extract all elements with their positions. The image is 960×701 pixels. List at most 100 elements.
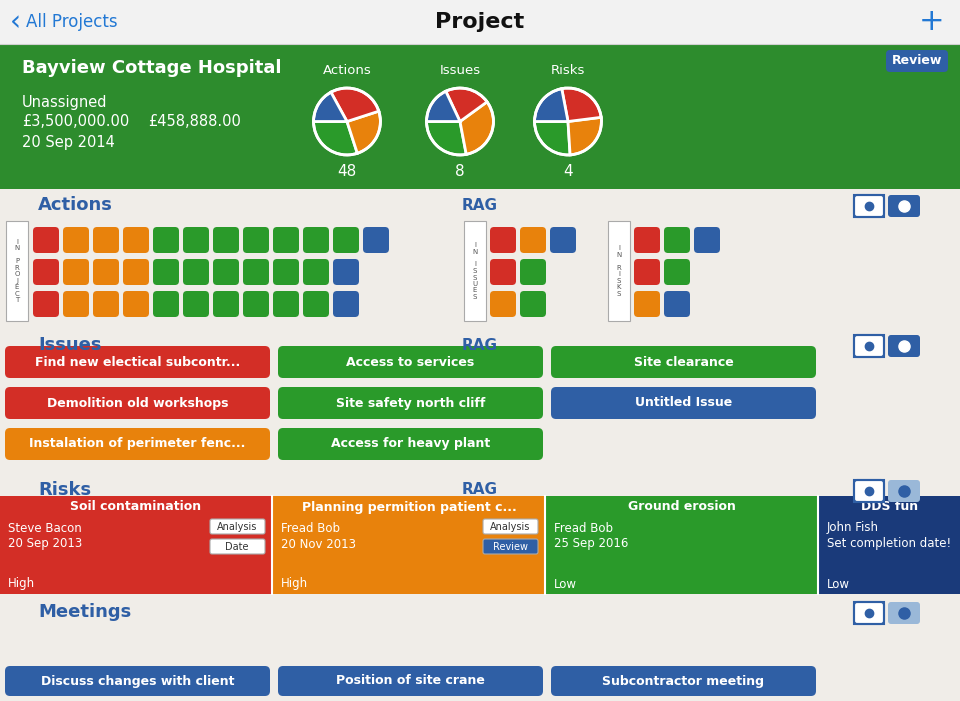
FancyBboxPatch shape [153, 291, 179, 317]
FancyBboxPatch shape [273, 291, 299, 317]
Text: DDS fun: DDS fun [861, 501, 918, 514]
FancyBboxPatch shape [63, 291, 89, 317]
Wedge shape [426, 91, 460, 121]
FancyBboxPatch shape [33, 259, 59, 285]
FancyBboxPatch shape [551, 666, 816, 696]
Text: Unassigned: Unassigned [22, 95, 108, 109]
Text: Untitled Issue: Untitled Issue [635, 397, 732, 409]
Text: Bayview Cottage Hospital: Bayview Cottage Hospital [22, 59, 281, 77]
FancyBboxPatch shape [5, 387, 270, 419]
Text: I
N
 
I
S
S
U
E
S: I N I S S U E S [472, 242, 478, 300]
Text: Low: Low [827, 578, 850, 590]
FancyBboxPatch shape [5, 428, 270, 460]
Text: Find new electical subcontr...: Find new electical subcontr... [35, 355, 240, 369]
Text: High: High [8, 578, 36, 590]
Bar [854, 195, 884, 217]
Text: Instalation of perimeter fenc...: Instalation of perimeter fenc... [30, 437, 246, 451]
FancyBboxPatch shape [303, 227, 329, 253]
FancyBboxPatch shape [93, 291, 119, 317]
FancyBboxPatch shape [123, 259, 149, 285]
FancyBboxPatch shape [483, 519, 538, 534]
FancyBboxPatch shape [123, 227, 149, 253]
FancyBboxPatch shape [483, 539, 538, 554]
Text: Demolition old workshops: Demolition old workshops [47, 397, 228, 409]
Text: 20 Sep 2014: 20 Sep 2014 [22, 135, 115, 149]
Text: Review: Review [892, 55, 942, 67]
Text: 8: 8 [455, 164, 465, 179]
FancyBboxPatch shape [213, 259, 239, 285]
Bar [0, 44, 960, 189]
FancyBboxPatch shape [664, 227, 690, 253]
Text: Fread Bob: Fread Bob [281, 522, 340, 534]
Wedge shape [347, 111, 380, 154]
FancyBboxPatch shape [5, 666, 270, 696]
Text: Subcontractor meeting: Subcontractor meeting [603, 674, 764, 688]
Text: 4: 4 [564, 164, 573, 179]
Wedge shape [562, 88, 601, 121]
Text: Analysis: Analysis [490, 522, 530, 531]
FancyBboxPatch shape [243, 291, 269, 317]
Wedge shape [568, 117, 601, 155]
Wedge shape [331, 88, 379, 121]
Wedge shape [535, 88, 568, 121]
Text: 20 Nov 2013: 20 Nov 2013 [281, 538, 356, 550]
Bar [0, 474, 960, 594]
FancyBboxPatch shape [490, 291, 516, 317]
FancyBboxPatch shape [210, 519, 265, 534]
FancyBboxPatch shape [888, 335, 920, 357]
Bar [546, 496, 818, 518]
Bar [0, 496, 272, 518]
Text: 20 Sep 2013: 20 Sep 2013 [8, 538, 83, 550]
Text: Low: Low [554, 578, 577, 590]
Bar [6, 221, 28, 321]
Text: ‹: ‹ [10, 8, 21, 36]
FancyBboxPatch shape [278, 346, 543, 378]
FancyBboxPatch shape [634, 259, 660, 285]
Text: Issues: Issues [38, 336, 102, 354]
Text: Project: Project [436, 12, 524, 32]
FancyBboxPatch shape [273, 227, 299, 253]
Wedge shape [314, 121, 357, 155]
FancyBboxPatch shape [490, 259, 516, 285]
Bar [608, 221, 630, 321]
FancyBboxPatch shape [183, 259, 209, 285]
Wedge shape [535, 121, 570, 155]
Text: Date: Date [226, 541, 249, 552]
Bar [0, 329, 960, 474]
Text: 25 Sep 2016: 25 Sep 2016 [554, 538, 629, 550]
FancyBboxPatch shape [278, 666, 543, 696]
FancyBboxPatch shape [888, 195, 920, 217]
Bar [546, 496, 818, 594]
Text: Risks: Risks [551, 64, 586, 77]
FancyBboxPatch shape [213, 291, 239, 317]
FancyBboxPatch shape [63, 227, 89, 253]
FancyBboxPatch shape [664, 291, 690, 317]
Bar [854, 335, 884, 357]
FancyBboxPatch shape [551, 346, 816, 378]
Text: Site clearance: Site clearance [634, 355, 733, 369]
FancyBboxPatch shape [123, 291, 149, 317]
Bar [0, 496, 272, 594]
FancyBboxPatch shape [886, 50, 948, 72]
FancyBboxPatch shape [634, 227, 660, 253]
FancyBboxPatch shape [33, 291, 59, 317]
Wedge shape [460, 102, 493, 154]
FancyBboxPatch shape [93, 259, 119, 285]
FancyBboxPatch shape [278, 428, 543, 460]
FancyBboxPatch shape [888, 602, 920, 624]
Text: 48: 48 [337, 164, 356, 179]
FancyBboxPatch shape [694, 227, 720, 253]
Text: Access for heavy plant: Access for heavy plant [331, 437, 491, 451]
Text: Steve Bacon: Steve Bacon [8, 522, 82, 534]
FancyBboxPatch shape [854, 195, 884, 217]
Text: £458,888.00: £458,888.00 [148, 114, 241, 130]
Text: Access to services: Access to services [347, 355, 474, 369]
Text: Actions: Actions [323, 64, 372, 77]
FancyBboxPatch shape [520, 259, 546, 285]
Text: Soil contamination: Soil contamination [70, 501, 202, 514]
FancyBboxPatch shape [278, 387, 543, 419]
Text: Position of site crane: Position of site crane [336, 674, 485, 688]
Text: Issues: Issues [440, 64, 481, 77]
Text: Site safety north cliff: Site safety north cliff [336, 397, 485, 409]
Bar [0, 189, 960, 329]
